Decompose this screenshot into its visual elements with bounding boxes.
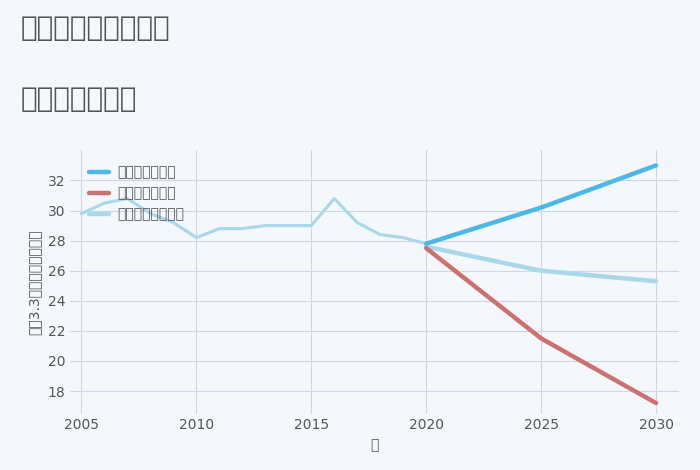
X-axis label: 年: 年 (370, 438, 379, 452)
Line: グッドシナリオ: グッドシナリオ (426, 165, 656, 243)
グッドシナリオ (537, 205, 545, 211)
バッドシナリオ (422, 245, 430, 251)
Y-axis label: 坪（3.3㎡）単価（万円）: 坪（3.3㎡）単価（万円） (28, 229, 42, 335)
Line: ノーマルシナリオ: ノーマルシナリオ (426, 247, 656, 281)
Line: バッドシナリオ: バッドシナリオ (426, 248, 656, 403)
ノーマルシナリオ (422, 244, 430, 250)
Legend: グッドシナリオ, バッドシナリオ, ノーマルシナリオ: グッドシナリオ, バッドシナリオ, ノーマルシナリオ (83, 160, 190, 227)
グッドシナリオ (652, 163, 660, 168)
グッドシナリオ (422, 241, 430, 246)
ノーマルシナリオ (537, 268, 545, 274)
Text: 土地の価格推移: 土地の価格推移 (21, 85, 137, 113)
バッドシナリオ (537, 336, 545, 341)
ノーマルシナリオ (652, 278, 660, 284)
Text: 千葉県市原市飯給の: 千葉県市原市飯給の (21, 14, 171, 42)
バッドシナリオ (652, 400, 660, 406)
